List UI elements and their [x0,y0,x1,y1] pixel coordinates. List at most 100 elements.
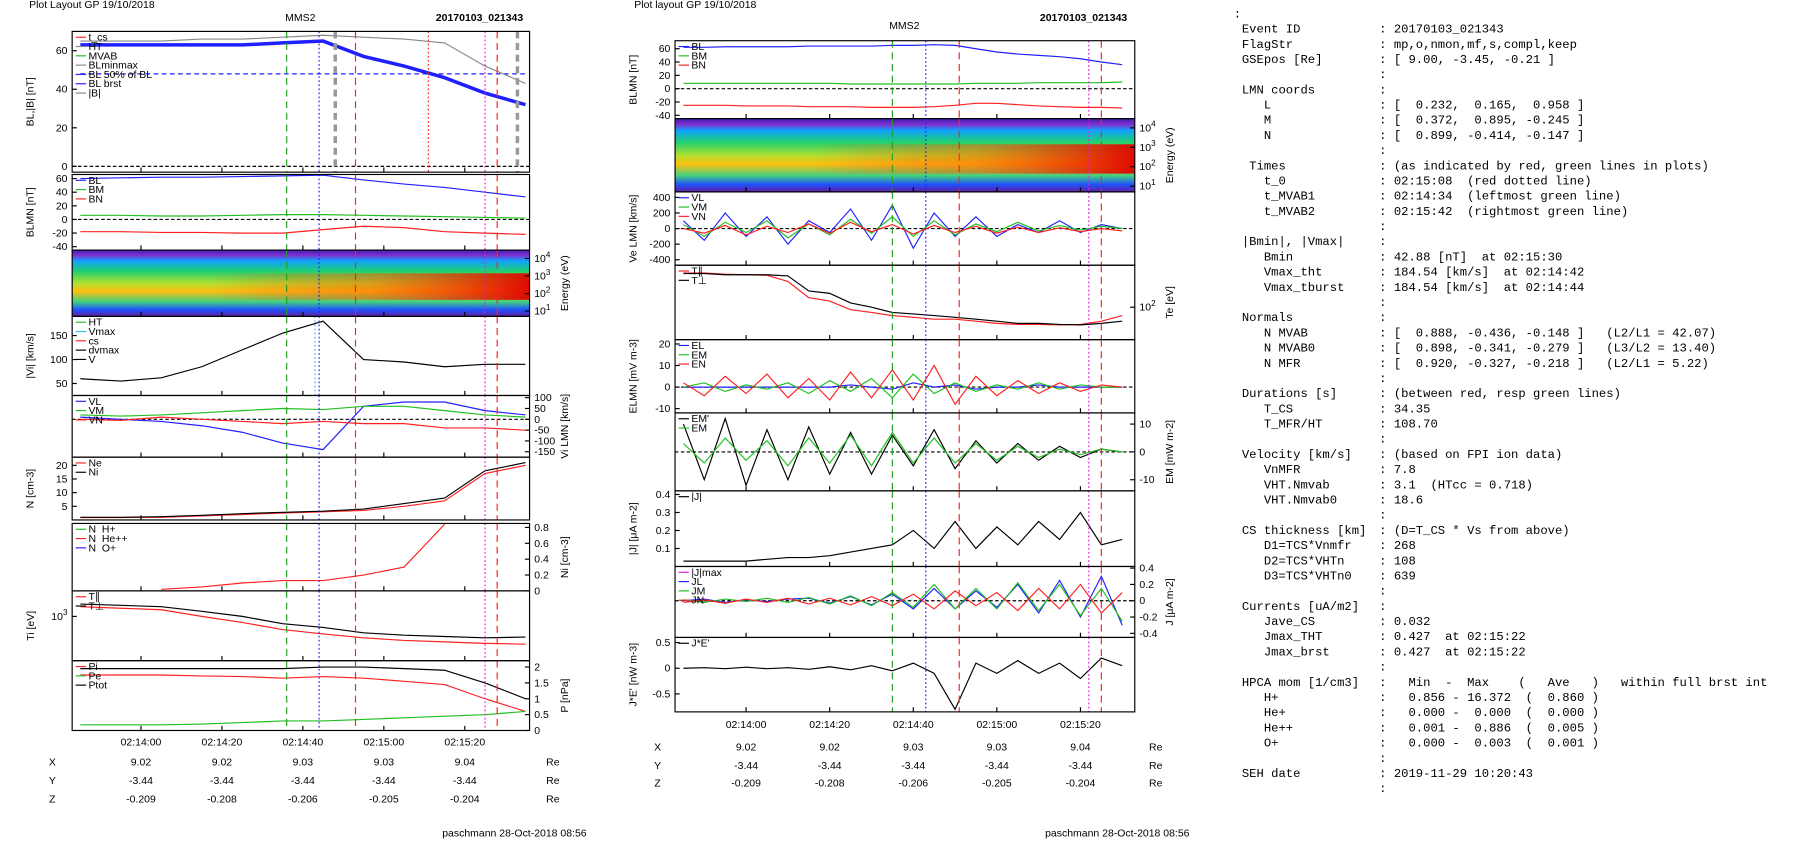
plot-title: MMS2 [889,21,919,32]
summary-value: : [ 0.898, -0.341, -0.279 ] (L3/L2 = 13.… [1379,342,1716,356]
legend-label: V [88,355,95,366]
x-tick-label: 02:14:20 [809,720,850,731]
ephemeris-value: -3.44 [372,776,396,787]
summary-value: : [1379,600,1386,614]
summary-label: FlagStr [1242,38,1293,52]
x-tick-label: 02:14:20 [202,738,243,749]
y-tick-label: -0.2 [1139,613,1157,624]
series-line [683,273,1123,326]
y-tick-label: 40 [659,58,671,69]
summary-value: : 0.427 at 02:15:22 [1379,645,1526,659]
series-line [80,174,526,198]
y-tick-label: -10 [655,404,670,415]
series-line [80,405,526,418]
summary-value: : [1379,144,1386,158]
ephemeris-value: -3.44 [210,776,234,787]
summary-value: : 0.856 - 16.372 ( 0.860 ) [1379,691,1599,705]
y-axis-label: P [nPa] [560,678,571,712]
ephemeris-value: 9.04 [455,757,476,768]
legend-label: T∥ [88,592,100,603]
summary-label: M [1242,114,1271,128]
legend-label: Vmax [88,327,116,338]
y-tick-label: 0 [62,162,68,173]
series-line [80,603,526,639]
series-line [80,34,526,85]
legend-label: N He++ [88,534,127,545]
y-tick-label: 0 [665,224,671,235]
legend-label: HT [88,42,103,53]
tick-exp: 3 [1151,139,1156,148]
legend-label: T∥ [691,267,703,278]
y-tick-label: -0.5 [652,689,670,700]
summary-value: : [1234,7,1241,21]
summary-value: : [ 0.372, 0.895, -0.245 ] [1379,114,1584,128]
summary-label: Jmax_brst [1242,645,1330,659]
ephemeris-value: -3.44 [734,761,758,772]
plot-subtitle: 20170103_021343 [436,13,524,24]
summary-label: Normals [1242,311,1293,325]
y-tick-label: 0 [665,664,671,675]
summary-value: : [1379,433,1386,447]
summary-label: t_MVAB1 [1242,190,1315,204]
summary-label: Jave_CS [1242,615,1315,629]
tick-base: 10 [534,254,546,265]
series-line [683,657,1123,711]
ephemeris-label: Z [49,795,56,806]
summary-value: : 3.1 (HTcc = 0.718) [1379,478,1533,492]
y-tick-label: 0.8 [534,523,549,534]
ephemeris-value: -0.205 [982,778,1012,789]
summary-label: SEH date [1242,767,1301,781]
tick-base: 10 [1139,123,1151,134]
series-line [80,225,526,235]
y-axis-label: Energy (eV) [1165,127,1176,183]
panel-frame [71,394,531,458]
summary-label: Currents [uA/m2] [1242,600,1359,614]
y-tick-label: 103 [51,608,68,623]
summary-label: N MVAB0 [1242,342,1315,356]
y-tick-label: 20 [56,123,68,134]
series-line [683,583,1123,614]
series-line [80,710,526,726]
series-line [80,39,526,107]
plot-note: Plot Layout GP 19/10/2018 [29,0,155,11]
summary-value: : 108 [1379,554,1416,568]
summary-label: t_0 [1242,174,1286,188]
y-axis-label: ELMN [mV m-3] [629,339,640,414]
summary-value: : 0.000 - 0.003 ( 0.001 ) [1379,737,1599,751]
y-tick-label: 200 [653,208,671,219]
ephemeris-value: -3.44 [901,761,925,772]
legend-label: BM [88,185,104,196]
summary-value: : [1379,372,1386,386]
summary-label: Bmin [1242,250,1293,264]
y-tick-label: 400 [653,193,671,204]
tick-base: 10 [51,612,63,623]
panel-frame [71,30,531,173]
legend-label: VN [691,212,706,223]
y-axis-label: N [cm-3] [26,469,37,509]
plot-title: MMS2 [285,13,315,24]
summary-value: : 02:15:08 (red dotted line) [1379,174,1591,188]
legend-label: EN [691,360,706,371]
legend-label: JM [691,586,705,597]
legend-label: |B| [88,89,100,100]
y-tick-label: 0.4 [1139,564,1154,575]
legend-label: T⊥ [88,602,104,613]
ephemeris-value: -0.204 [1066,778,1096,789]
legend-label: T⊥ [691,276,707,287]
y-tick-label: 2 [534,663,540,674]
legend-label: Pe [88,671,101,682]
legend-label: BLminmax [88,61,138,72]
spectrogram-hot [812,144,1135,174]
legend-label: EM [691,424,707,435]
summary-label: |Bmin|, |Vmax| [1242,235,1345,249]
y-axis-label: EM [mW m-2] [1165,420,1176,484]
legend-label: JN [691,596,704,607]
y-tick-label: 0 [1139,447,1145,458]
summary-label: Jmax_THT [1242,630,1323,644]
ephemeris-value: -0.206 [288,795,318,806]
summary-label: N MVAB [1242,326,1308,340]
legend-label: VM [691,203,707,214]
series-line [80,464,526,519]
x-tick-label: 02:14:40 [893,720,934,731]
ephemeris-label: Z [654,778,661,789]
